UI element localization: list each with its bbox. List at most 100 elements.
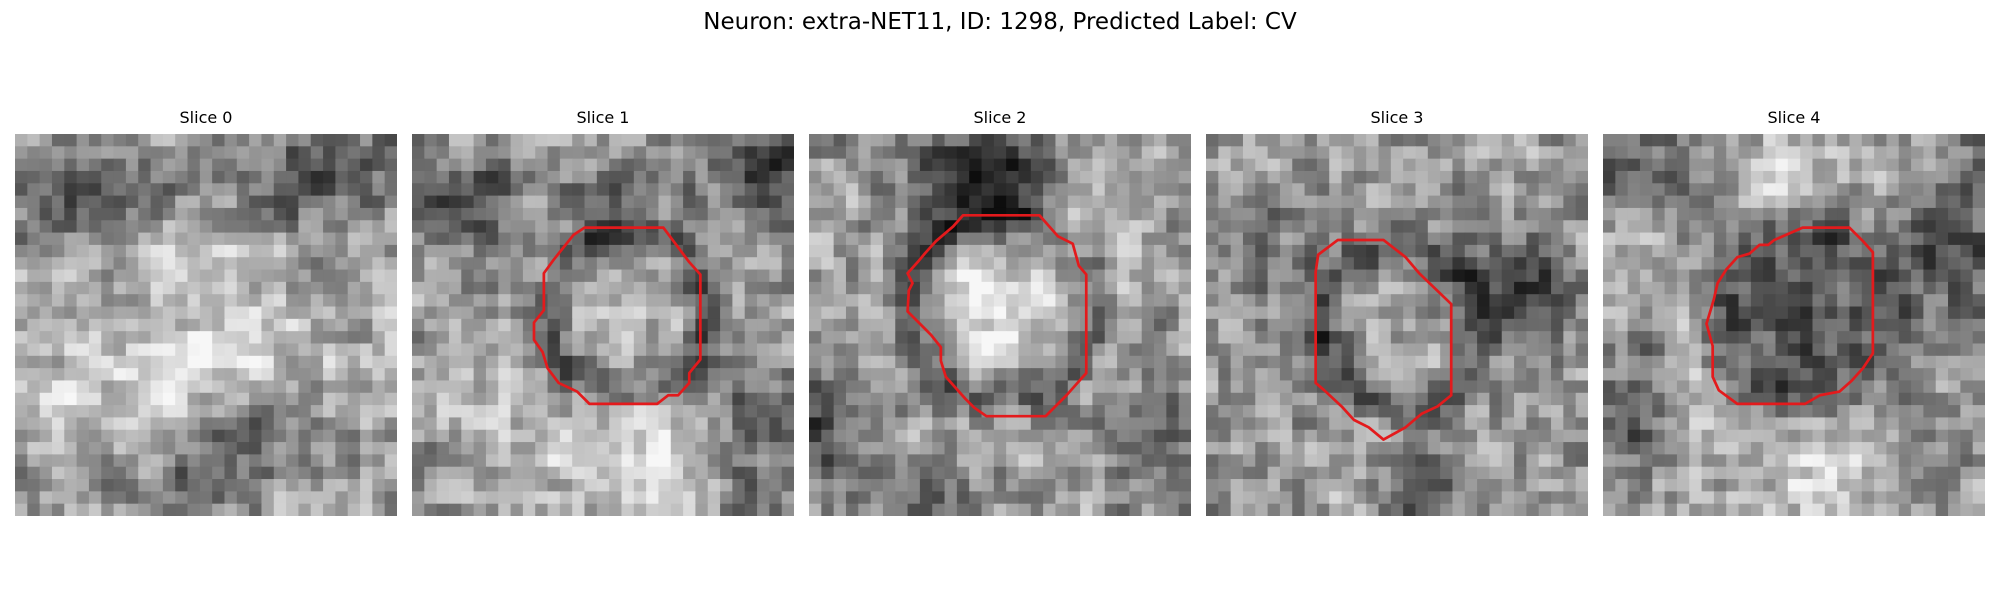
pixel [473,294,487,308]
pixel [1551,170,1564,184]
pixel [1526,269,1540,283]
pixel [485,380,499,394]
pixel [1652,170,1666,184]
pixel [51,170,65,184]
pixel [732,503,746,516]
pixel [1043,183,1056,197]
pixel [498,343,512,357]
pixel [510,195,524,209]
pixel [1242,195,1256,209]
pixel [1366,220,1380,234]
pixel [1403,503,1416,516]
pixel [1316,343,1330,357]
pixel [646,479,659,492]
pixel [1489,170,1503,184]
pixel [1627,281,1641,295]
pixel [882,429,896,443]
pixel [101,281,115,295]
pixel [646,244,659,258]
pixel [473,318,487,332]
pixel [1526,343,1540,357]
pixel [1043,281,1056,295]
pixel [907,405,921,418]
pixel [809,405,822,418]
pixel [448,195,462,209]
pixel [781,306,794,320]
pixel [584,207,598,221]
pixel [744,405,758,418]
pixel [1615,232,1629,246]
pixel [175,331,189,344]
pixel [249,294,262,308]
pixel [1043,134,1056,147]
pixel [1886,207,1900,221]
pixel [1206,170,1219,184]
pixel [212,417,225,431]
pixel [1639,503,1653,516]
pixel [88,491,102,505]
pixel [1129,220,1143,234]
pixel [609,183,622,197]
pixel [535,491,549,505]
pixel [1366,134,1380,147]
pixel [1043,269,1056,283]
pixel [1886,331,1900,344]
pixel [1563,183,1577,197]
pixel [436,158,450,172]
pixel [1664,343,1678,357]
pixel [162,503,176,516]
pixel [347,244,361,258]
pixel [1477,318,1490,332]
pixel [1824,183,1838,197]
pixel [1837,232,1850,246]
pixel [1874,220,1887,234]
pixel [249,368,262,381]
pixel [609,343,622,357]
pixel [162,405,176,418]
pixel [584,503,598,516]
pixel [1440,134,1453,147]
pixel [1960,134,1974,147]
pixel [27,146,41,160]
pixel [27,306,41,320]
pixel [1279,207,1293,221]
pixel [1738,343,1752,357]
pixel [39,183,53,197]
pixel [1279,343,1293,357]
pixel [448,220,462,234]
pixel [1353,220,1367,234]
pixel [1178,343,1191,357]
pixel [101,158,115,172]
pixel [1750,368,1764,381]
pixel [138,392,152,406]
pixel [1849,442,1863,455]
pixel [633,257,647,271]
pixel [1316,491,1330,505]
pixel [1972,244,1985,258]
pixel [1972,306,1985,320]
pixel [150,331,164,344]
pixel [1129,503,1143,516]
pixel [261,269,275,283]
pixel [858,269,872,283]
pixel [236,380,250,394]
pixel [1526,466,1540,480]
pixel [1960,281,1974,295]
pixel [547,170,561,184]
pixel [1775,269,1789,283]
pixel [1763,503,1777,516]
pixel [1477,442,1490,455]
pixel [1006,306,1019,320]
pixel [64,158,78,172]
pixel [1676,491,1690,505]
pixel [1603,429,1616,443]
pixel [572,269,586,283]
pixel [461,503,475,516]
pixel [522,207,536,221]
pixel [1230,429,1244,443]
pixel [732,318,746,332]
pixel [1750,195,1764,209]
pixel [1141,429,1155,443]
pixel [1701,442,1715,455]
pixel [199,318,213,332]
